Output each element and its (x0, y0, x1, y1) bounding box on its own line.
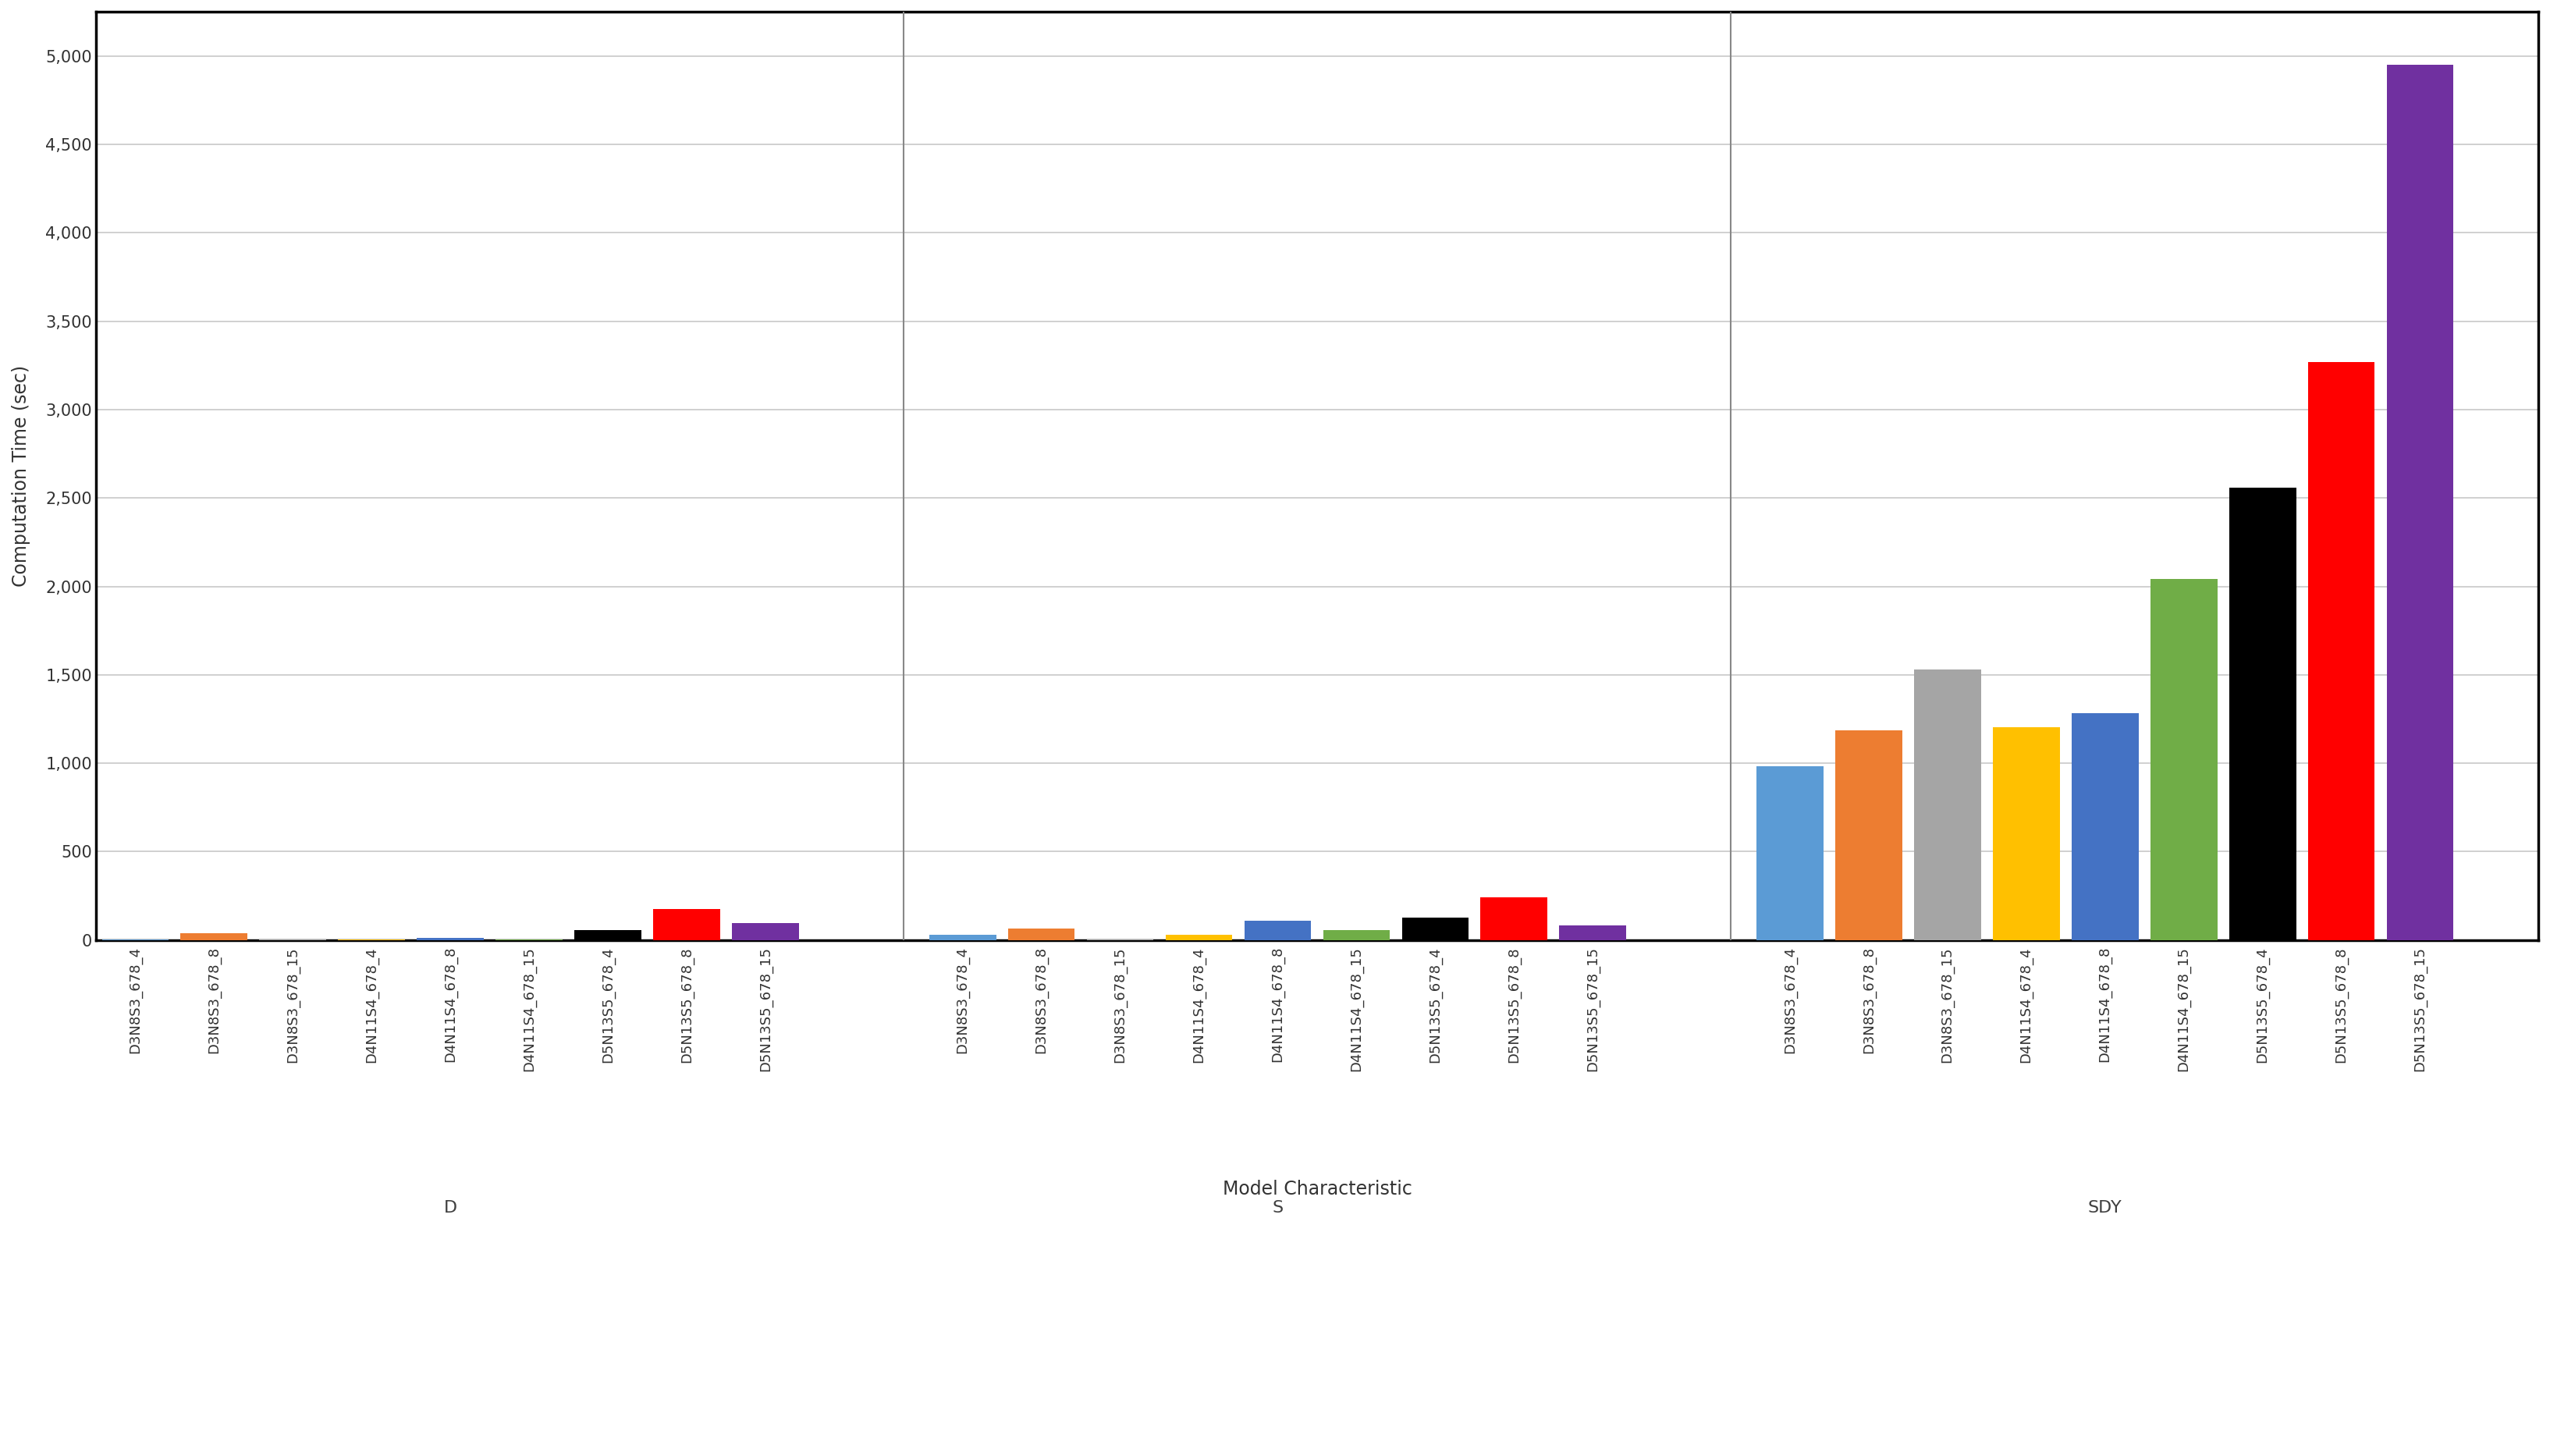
X-axis label: Model Characteristic: Model Characteristic (1221, 1179, 1413, 1198)
Bar (1482, 897, 1548, 941)
Bar (1836, 731, 1902, 941)
Bar (2071, 713, 2139, 941)
Bar (1402, 917, 1469, 941)
Bar (1561, 925, 1627, 941)
Bar (732, 923, 798, 941)
Y-axis label: Computation Time (sec): Computation Time (sec) (13, 365, 31, 587)
Bar (574, 930, 643, 941)
Bar (1165, 935, 1232, 941)
Bar (1007, 929, 1076, 941)
Bar (418, 938, 484, 941)
Text: SDY: SDY (2088, 1200, 2122, 1216)
Bar (2387, 64, 2453, 941)
Bar (1915, 670, 1981, 941)
Bar (2229, 488, 2295, 941)
Bar (1323, 930, 1390, 941)
Bar (1757, 766, 1823, 941)
Bar (928, 935, 997, 941)
Bar (2150, 579, 2218, 941)
Bar (2308, 363, 2374, 941)
Text: S: S (1272, 1200, 1283, 1216)
Bar (181, 933, 247, 941)
Text: D: D (444, 1200, 456, 1216)
Bar (1992, 727, 2060, 941)
Bar (1244, 922, 1311, 941)
Bar (653, 909, 719, 941)
